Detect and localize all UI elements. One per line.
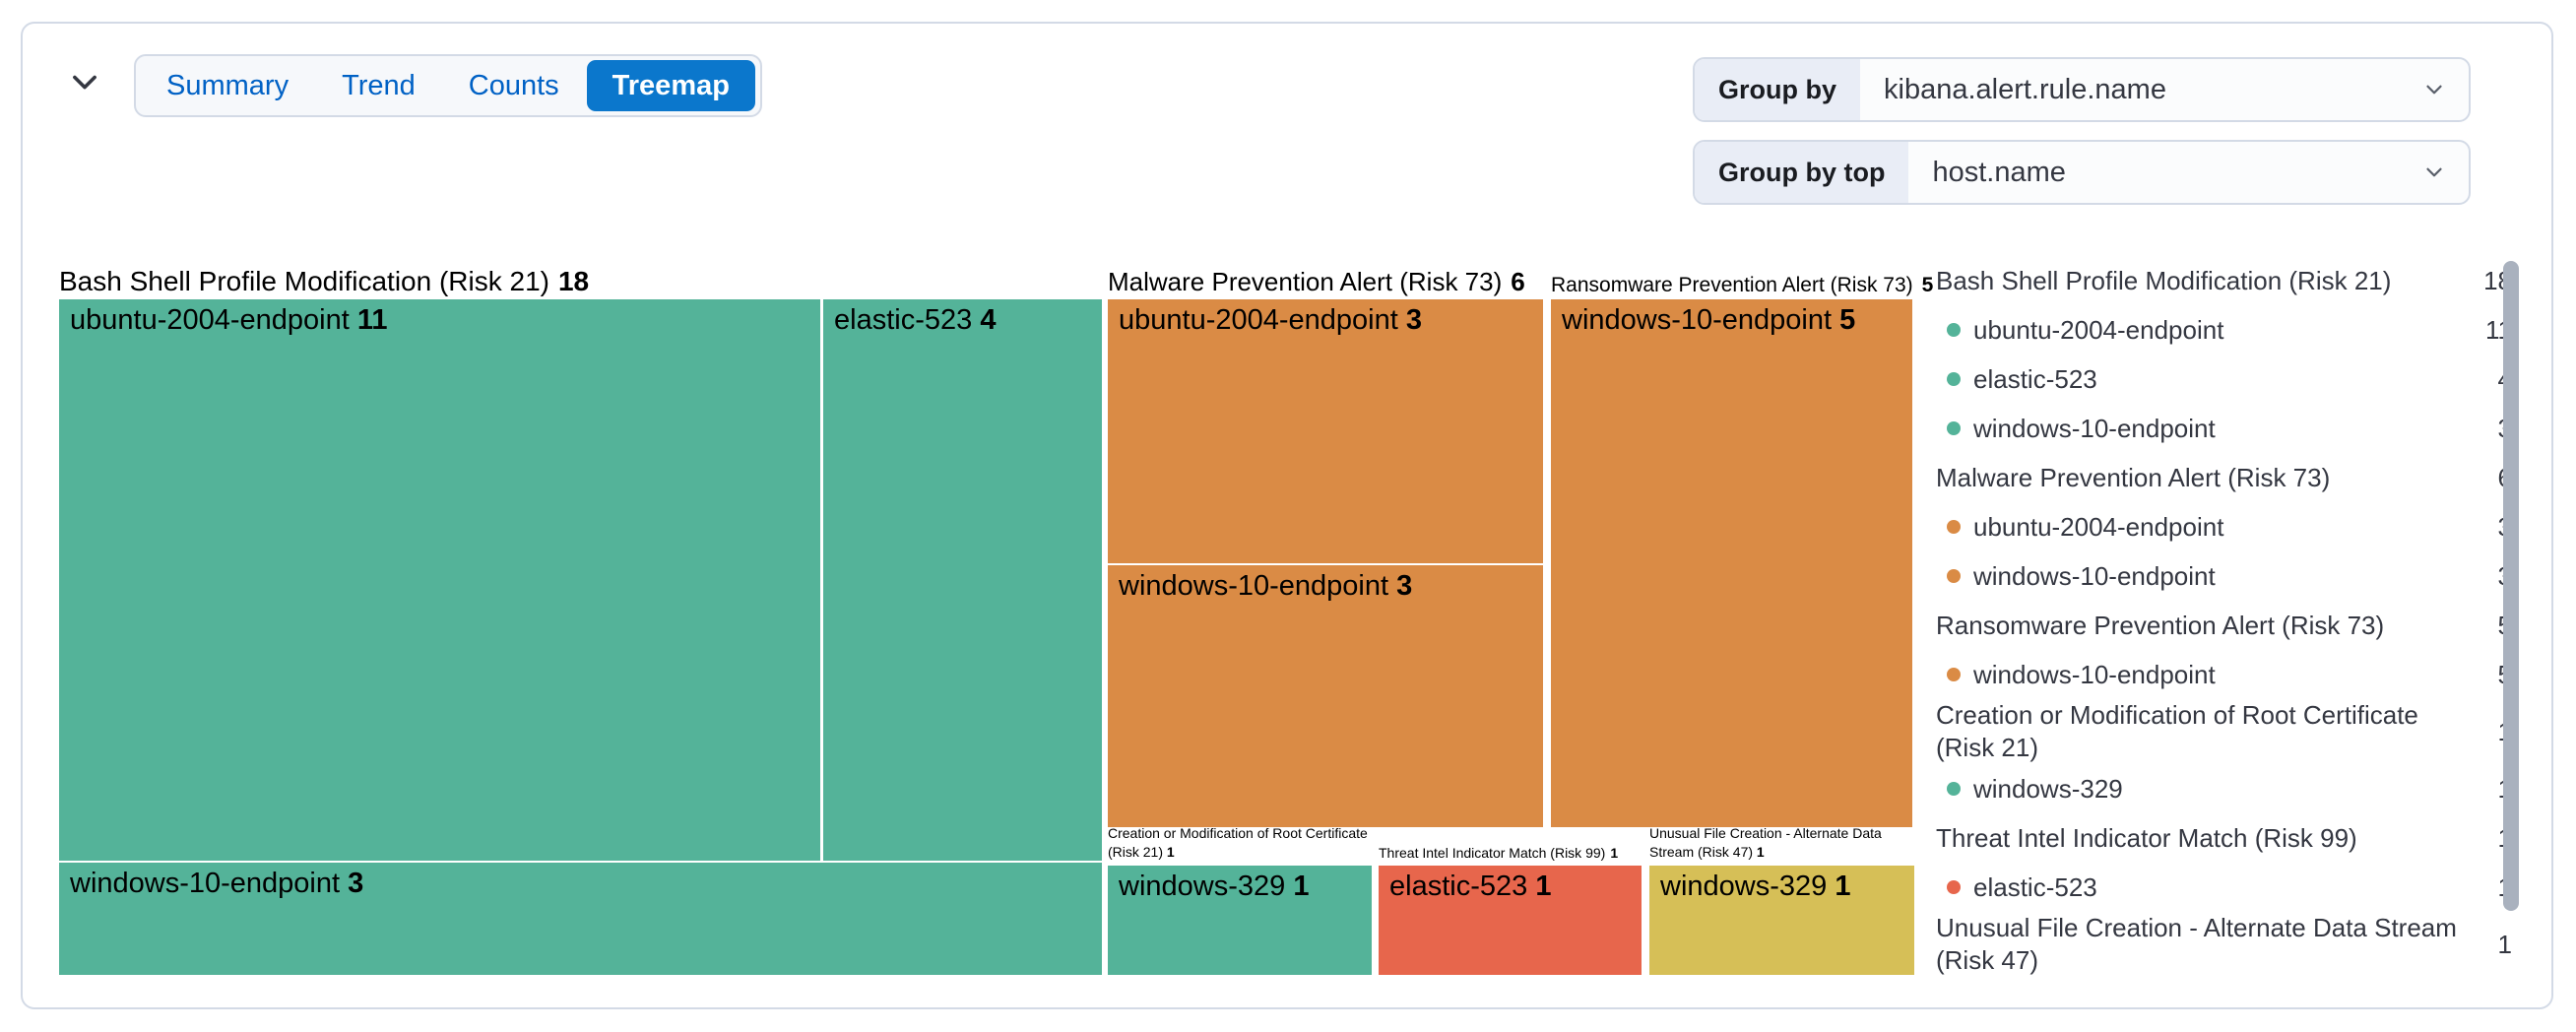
group-by-top-select[interactable]: Group by top host.name — [1693, 140, 2471, 205]
treemap-legend: Bash Shell Profile Modification (Risk 21… — [1936, 256, 2512, 1022]
chevron-down-icon — [2421, 59, 2469, 120]
treemap-cell[interactable]: windows-10-endpoint 3 — [1108, 565, 1543, 827]
legend-color-dot — [1947, 569, 1961, 583]
treemap-group-label: Malware Prevention Alert (Risk 73) 6 — [1108, 267, 1525, 296]
treemap-cell[interactable]: windows-329 1 — [1649, 866, 1914, 975]
legend-color-dot — [1947, 323, 1961, 337]
legend-title-row[interactable]: Creation or Modification of Root Certifi… — [1936, 700, 2512, 762]
treemap-group-label: Unusual File Creation - Alternate Data S… — [1649, 825, 1882, 860]
legend-color-dot — [1947, 372, 1961, 386]
group-by-select[interactable]: Group by kibana.alert.rule.name — [1693, 57, 2471, 122]
tab-treemap[interactable]: Treemap — [586, 60, 755, 111]
treemap-cell[interactable]: elastic-523 4 — [823, 299, 1102, 861]
treemap-group-label: Ransomware Prevention Alert (Risk 73) 5 — [1551, 274, 1934, 296]
legend-color-dot — [1947, 668, 1961, 681]
legend-color-dot — [1947, 782, 1961, 796]
treemap-cell[interactable]: ubuntu-2004-endpoint 11 — [59, 299, 820, 861]
treemap-group-label: Creation or Modification of Root Certifi… — [1108, 825, 1368, 860]
chart-type-button-group: Summary Trend Counts Treemap — [134, 54, 762, 117]
legend-color-dot — [1947, 880, 1961, 894]
legend-color-dot — [1947, 520, 1961, 534]
treemap-cell[interactable]: windows-329 1 — [1108, 866, 1372, 975]
collapse-section-button[interactable] — [63, 61, 106, 104]
treemap-group-label: Bash Shell Profile Modification (Risk 21… — [59, 266, 590, 296]
treemap-group-label: Threat Intel Indicator Match (Risk 99) 1 — [1379, 845, 1619, 861]
treemap-cell[interactable]: windows-10-endpoint 3 — [59, 863, 1102, 975]
chevron-down-icon — [67, 64, 102, 102]
treemap-cell[interactable]: windows-10-endpoint 5 — [1551, 299, 1912, 827]
treemap-cell[interactable]: ubuntu-2004-endpoint 3 — [1108, 299, 1543, 563]
legend-title-row[interactable]: Bash Shell Profile Modification (Risk 21… — [1936, 265, 2512, 295]
group-by-top-label: Group by top — [1695, 142, 1909, 203]
legend-title-row[interactable]: Unusual File Creation - Alternate Data S… — [1936, 913, 2512, 975]
treemap-cell[interactable]: elastic-523 1 — [1379, 866, 1642, 975]
legend-title-row[interactable]: Ransomware Prevention Alert (Risk 73)5 — [1936, 610, 2512, 640]
tab-trend[interactable]: Trend — [316, 60, 441, 111]
tab-summary[interactable]: Summary — [141, 60, 314, 111]
group-by-value: kibana.alert.rule.name — [1884, 73, 2166, 105]
legend-title-row[interactable]: Threat Intel Indicator Match (Risk 99)1 — [1936, 822, 2512, 853]
tab-counts[interactable]: Counts — [443, 60, 585, 111]
chevron-down-icon — [2421, 142, 2469, 203]
legend-scrollbar[interactable] — [2503, 261, 2519, 911]
group-by-top-value: host.name — [1932, 156, 2066, 188]
legend-title-row[interactable]: Malware Prevention Alert (Risk 73)6 — [1936, 462, 2512, 492]
legend-item-row[interactable]: ubuntu-2004-endpoint 11 — [1936, 305, 2512, 355]
group-by-label: Group by — [1695, 59, 1860, 120]
legend-color-dot — [1947, 421, 1961, 435]
alerts-visualization-panel: Summary Trend Counts Treemap Group by ki… — [21, 22, 2553, 1009]
